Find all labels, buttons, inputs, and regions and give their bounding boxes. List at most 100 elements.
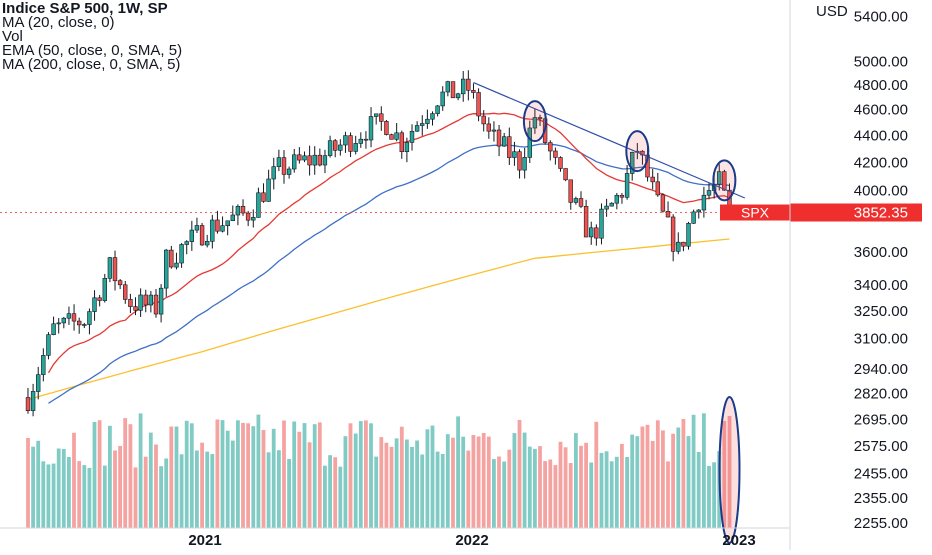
candle-body	[261, 192, 266, 202]
candle	[230, 205, 235, 221]
candle-body	[256, 192, 261, 218]
candle	[604, 198, 609, 217]
candle-body	[286, 168, 292, 175]
volume-bar	[666, 461, 670, 528]
candle	[343, 131, 348, 153]
candle	[563, 168, 568, 182]
volume-bar	[379, 437, 384, 528]
volume-bar	[645, 424, 650, 528]
candle-body	[107, 257, 113, 279]
candle	[348, 132, 353, 158]
candle	[624, 164, 630, 200]
legend-title: Indice S&P 500, 1W, SP	[2, 0, 168, 17]
candle-body	[66, 313, 72, 319]
volume-bar	[256, 414, 261, 528]
candle-body	[501, 136, 507, 147]
volume-bar	[584, 442, 588, 528]
symbol-tag	[720, 204, 790, 221]
candle-body	[471, 90, 476, 93]
candle	[307, 145, 312, 176]
volume-bar	[348, 423, 353, 528]
candle	[588, 221, 594, 245]
candle-body	[563, 168, 568, 181]
candle	[394, 123, 399, 142]
y-tick-label: 3250.00	[854, 303, 908, 320]
volume-bar	[87, 467, 92, 528]
candle-body	[46, 334, 51, 356]
candle-body	[476, 92, 481, 117]
candle-body	[368, 116, 374, 141]
y-tick-label: 3100.00	[854, 330, 908, 347]
candle	[332, 138, 338, 158]
candle-body	[384, 121, 389, 135]
candle-body	[706, 190, 712, 196]
volume-bar	[604, 451, 609, 528]
candle	[583, 199, 589, 238]
candle-body	[614, 195, 620, 204]
candle-body	[568, 179, 573, 203]
volume-bar	[374, 456, 379, 528]
candle-body	[409, 131, 415, 143]
volume-bar	[599, 452, 604, 528]
volume-bar	[384, 442, 389, 528]
candle	[676, 232, 681, 255]
volume-bar	[671, 433, 675, 528]
candle	[92, 290, 97, 321]
candle-body	[56, 322, 61, 325]
candle-body	[558, 157, 563, 169]
candle	[30, 383, 36, 417]
candle	[189, 220, 194, 251]
volume-bar	[543, 461, 547, 528]
candle	[670, 214, 676, 262]
volume-bar	[686, 436, 691, 528]
candle-body	[604, 205, 609, 210]
volume-bar	[215, 419, 220, 528]
candle-body	[97, 297, 102, 301]
candle-body	[297, 154, 302, 161]
candle-body	[230, 214, 235, 221]
volume-bar	[410, 446, 414, 528]
candle-body	[82, 324, 87, 326]
candle	[51, 316, 56, 336]
candle	[240, 199, 246, 216]
y-tick-label: 2575.00	[854, 438, 908, 455]
candle	[455, 92, 461, 101]
volume-bar	[46, 464, 51, 528]
candle	[41, 348, 46, 382]
volume-bar	[205, 451, 210, 528]
volume-bar	[358, 421, 363, 528]
legend-ma200: MA (200, close, 0, SMA, 5)	[2, 56, 181, 73]
y-tick-label: 2455.00	[854, 466, 908, 483]
volume-bar	[51, 463, 56, 528]
candle-body	[655, 181, 661, 196]
candle	[251, 209, 256, 228]
y-tick-label: 3400.00	[854, 277, 908, 294]
candle	[205, 234, 210, 248]
volume-bar	[169, 426, 174, 528]
candle-body	[512, 151, 517, 158]
candle	[435, 105, 440, 117]
volume-bar	[702, 413, 706, 528]
candle-body	[716, 171, 722, 185]
chart-legend: Indice S&P 500, 1W, SP MA (20, close, 0)…	[2, 0, 182, 73]
candle	[496, 124, 502, 157]
candle-body	[363, 138, 369, 141]
candle-body	[440, 91, 445, 107]
candle	[56, 318, 61, 334]
candle-body	[686, 223, 691, 247]
candle	[291, 148, 297, 173]
volume-bar	[461, 436, 466, 528]
volume-bar	[333, 457, 338, 528]
candle-body	[629, 152, 635, 174]
candle-body	[588, 227, 594, 238]
candle	[460, 71, 466, 102]
candle-body	[389, 134, 394, 140]
candle-body	[491, 129, 497, 132]
candle-body	[373, 113, 379, 117]
candle	[256, 187, 261, 218]
volume-bar	[430, 425, 435, 528]
candle	[266, 169, 271, 202]
volume-bar	[138, 413, 143, 528]
